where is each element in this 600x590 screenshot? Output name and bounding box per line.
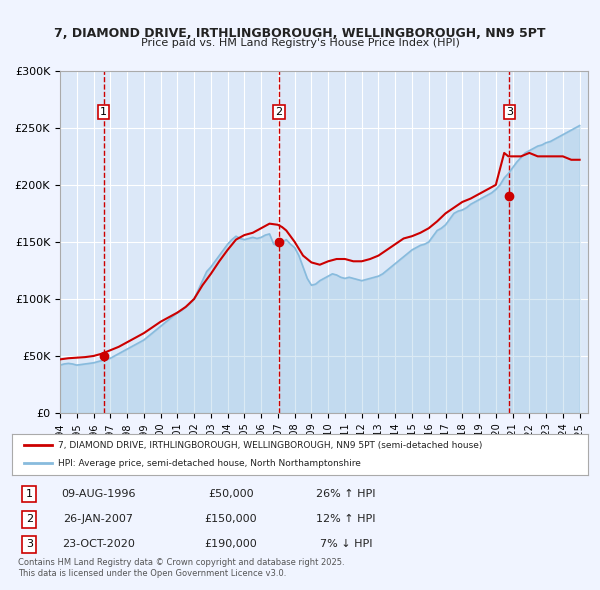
Text: £190,000: £190,000	[205, 539, 257, 549]
Text: 23-OCT-2020: 23-OCT-2020	[62, 539, 135, 549]
Text: 1: 1	[100, 107, 107, 117]
Text: Contains HM Land Registry data © Crown copyright and database right 2025.: Contains HM Land Registry data © Crown c…	[18, 558, 344, 566]
Text: 26% ↑ HPI: 26% ↑ HPI	[316, 489, 376, 499]
Text: 7% ↓ HPI: 7% ↓ HPI	[320, 539, 373, 549]
Text: 3: 3	[506, 107, 513, 117]
Text: 26-JAN-2007: 26-JAN-2007	[64, 514, 133, 524]
Text: 12% ↑ HPI: 12% ↑ HPI	[316, 514, 376, 524]
Text: 2: 2	[26, 514, 33, 524]
Text: Price paid vs. HM Land Registry's House Price Index (HPI): Price paid vs. HM Land Registry's House …	[140, 38, 460, 48]
Text: 7, DIAMOND DRIVE, IRTHLINGBOROUGH, WELLINGBOROUGH, NN9 5PT: 7, DIAMOND DRIVE, IRTHLINGBOROUGH, WELLI…	[54, 27, 546, 40]
Text: £50,000: £50,000	[208, 489, 254, 499]
Text: 7, DIAMOND DRIVE, IRTHLINGBOROUGH, WELLINGBOROUGH, NN9 5PT (semi-detached house): 7, DIAMOND DRIVE, IRTHLINGBOROUGH, WELLI…	[58, 441, 482, 450]
Text: 3: 3	[26, 539, 33, 549]
Text: 09-AUG-1996: 09-AUG-1996	[61, 489, 136, 499]
Text: 1: 1	[26, 489, 33, 499]
Text: This data is licensed under the Open Government Licence v3.0.: This data is licensed under the Open Gov…	[18, 569, 286, 578]
Text: HPI: Average price, semi-detached house, North Northamptonshire: HPI: Average price, semi-detached house,…	[58, 459, 361, 468]
Text: 2: 2	[275, 107, 283, 117]
Text: £150,000: £150,000	[205, 514, 257, 524]
